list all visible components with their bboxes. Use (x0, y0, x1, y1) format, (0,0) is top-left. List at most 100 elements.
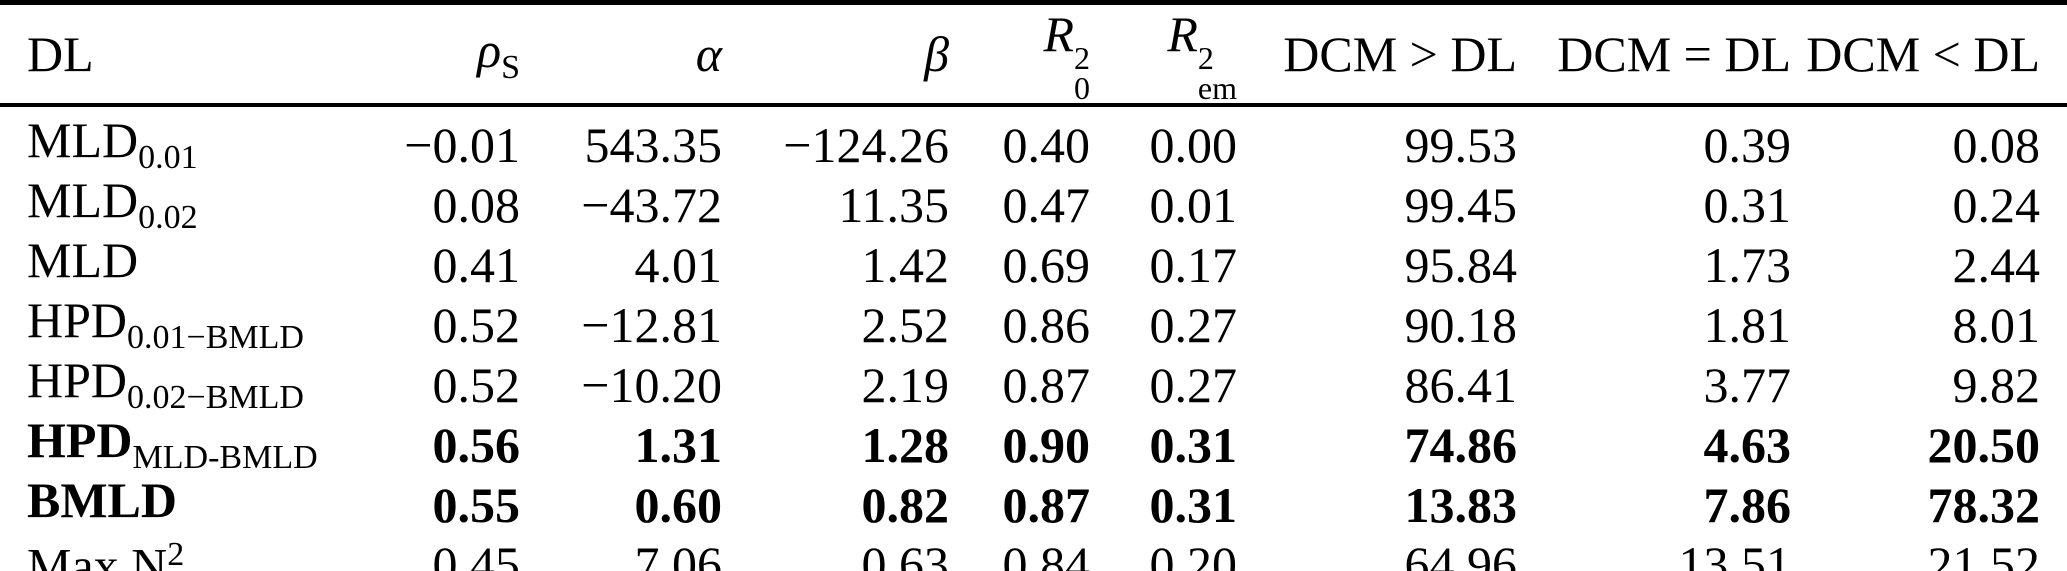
r2-em-superscript: 2 (1197, 39, 1214, 76)
r2-em-subscript: em (1197, 69, 1237, 106)
cell-r2-em: 0.27 (1149, 297, 1238, 354)
dcm-lt-dl-label: DCM < DL (1806, 26, 2040, 83)
col-header-beta: β (722, 3, 949, 106)
row-label-superscript: 2 (167, 535, 185, 571)
col-header-dcm-eq-dl: DCM = DL (1517, 3, 1791, 106)
row-label-base: MLD (27, 232, 139, 289)
cell-dcm-eq: 13.51 (1678, 535, 1792, 571)
col-header-dl-label: DL (27, 26, 94, 83)
cell-dcm-gt: 99.53 (1404, 117, 1518, 174)
table-row-bmld: BMLD 0.55 0.60 0.82 0.87 0.31 13.83 7.86… (0, 475, 2067, 535)
table-row-mld: MLD 0.41 4.01 1.42 0.69 0.17 95.84 1.73 … (0, 235, 2067, 295)
cell-dcm-gt: 13.83 (1404, 477, 1518, 534)
cell-alpha: −43.72 (581, 177, 722, 234)
row-label: MLD0.02 (0, 175, 380, 235)
row-label: HPD0.02−BMLD (0, 355, 380, 415)
row-label-subscript: 0.02−BMLD (127, 379, 304, 417)
beta-symbol: β (924, 26, 949, 83)
cell-dcm-eq: 4.63 (1703, 417, 1792, 474)
col-header-rho-s: ρS (380, 3, 520, 106)
cell-dcm-gt: 99.45 (1404, 177, 1518, 234)
row-label: HPD0.01−BMLD (0, 295, 380, 355)
r2-0-superscript: 2 (1074, 39, 1090, 76)
rho-subscript: S (501, 49, 520, 87)
row-label-base: BMLD (27, 472, 177, 529)
cell-rho: 0.52 (432, 297, 521, 354)
cell-beta: 0.63 (861, 535, 950, 571)
cell-dcm-lt: 20.50 (1927, 417, 2041, 474)
cell-dcm-eq: 1.81 (1703, 297, 1792, 354)
cell-dcm-lt: 2.44 (1952, 237, 2041, 294)
row-label-subscript: 0.02 (138, 199, 198, 237)
cell-beta: 0.82 (861, 477, 950, 534)
cell-dcm-eq: 3.77 (1703, 357, 1792, 414)
cell-r2-em: 0.20 (1149, 535, 1238, 571)
cell-r2-0: 0.40 (1002, 117, 1091, 174)
cell-dcm-eq: 0.39 (1703, 117, 1792, 174)
cell-r2-em: 0.27 (1149, 357, 1238, 414)
row-label-subscript: MLD-BMLD (132, 439, 318, 477)
cell-rho: 0.52 (432, 357, 521, 414)
alpha-symbol: α (695, 26, 722, 83)
cell-alpha: 0.60 (634, 477, 723, 534)
cell-alpha: 7.06 (634, 535, 723, 571)
cell-dcm-lt: 21.52 (1927, 535, 2041, 571)
cell-dcm-gt: 64.96 (1404, 535, 1518, 571)
row-label-base: MLD (27, 112, 139, 169)
dcm-eq-dl-label: DCM = DL (1557, 26, 1791, 83)
table-row-mld-0-01: MLD0.01 −0.01 543.35 −124.26 0.40 0.00 9… (0, 105, 2067, 175)
row-label: Max N2 (0, 535, 380, 571)
cell-dcm-gt: 95.84 (1404, 237, 1518, 294)
cell-r2-0: 0.87 (1002, 357, 1091, 414)
row-label: MLD0.01 (0, 105, 380, 175)
cell-rho: 0.08 (432, 177, 521, 234)
cell-dcm-gt: 90.18 (1404, 297, 1518, 354)
cell-beta: 11.35 (838, 177, 949, 234)
cell-beta: 2.52 (861, 297, 950, 354)
row-label: BMLD (0, 475, 380, 535)
cell-beta: 1.42 (861, 237, 950, 294)
table-row-hpd-0-01-bmld: HPD0.01−BMLD 0.52 −12.81 2.52 0.86 0.27 … (0, 295, 2067, 355)
cell-r2-em: 0.31 (1149, 417, 1238, 474)
cell-rho: 0.41 (432, 237, 521, 294)
cell-dcm-gt: 86.41 (1404, 357, 1518, 414)
cell-alpha: −10.20 (581, 357, 722, 414)
cell-dcm-lt: 0.24 (1952, 177, 2041, 234)
r2-em-supsub: 2 em (1197, 39, 1237, 106)
row-label-base: HPD (27, 412, 133, 469)
cell-beta: 2.19 (861, 357, 950, 414)
table-row-hpd-0-02-bmld: HPD0.02−BMLD 0.52 −10.20 2.19 0.87 0.27 … (0, 355, 2067, 415)
cell-rho: 0.56 (432, 417, 521, 474)
cell-r2-em: 0.01 (1149, 177, 1238, 234)
cell-dcm-lt: 8.01 (1952, 297, 2041, 354)
cell-dcm-lt: 0.08 (1952, 117, 2041, 174)
row-label-base: MLD (27, 172, 139, 229)
row-label-base: HPD (27, 292, 128, 349)
cell-alpha: −12.81 (581, 297, 722, 354)
table-row-hpd-mld-bmld: HPDMLD-BMLD 0.56 1.31 1.28 0.90 0.31 74.… (0, 415, 2067, 475)
row-label-subscript: 0.01−BMLD (127, 319, 304, 357)
cell-r2-0: 0.87 (1002, 477, 1091, 534)
dcm-gt-dl-label: DCM > DL (1283, 26, 1517, 83)
r-symbol: R (1043, 6, 1074, 62)
cell-dcm-lt: 9.82 (1952, 357, 2041, 414)
cell-dcm-eq: 0.31 (1703, 177, 1792, 234)
cell-r2-em: 0.00 (1149, 117, 1238, 174)
col-header-dl: DL (0, 3, 380, 106)
r-symbol: R (1167, 6, 1198, 62)
cell-r2-0: 0.86 (1002, 297, 1091, 354)
cell-alpha: 543.35 (584, 117, 723, 174)
row-label-subscript: 0.01 (138, 139, 198, 177)
cell-r2-0: 0.84 (1002, 535, 1091, 571)
cell-r2-em: 0.17 (1149, 237, 1238, 294)
col-header-dcm-lt-dl: DCM < DL (1791, 3, 2067, 106)
row-label: HPDMLD-BMLD (0, 415, 380, 475)
table-row-mld-0-02: MLD0.02 0.08 −43.72 11.35 0.47 0.01 99.4… (0, 175, 2067, 235)
cell-r2-0: 0.47 (1002, 177, 1091, 234)
cell-r2-0: 0.90 (1002, 417, 1091, 474)
cell-r2-em: 0.31 (1149, 477, 1238, 534)
